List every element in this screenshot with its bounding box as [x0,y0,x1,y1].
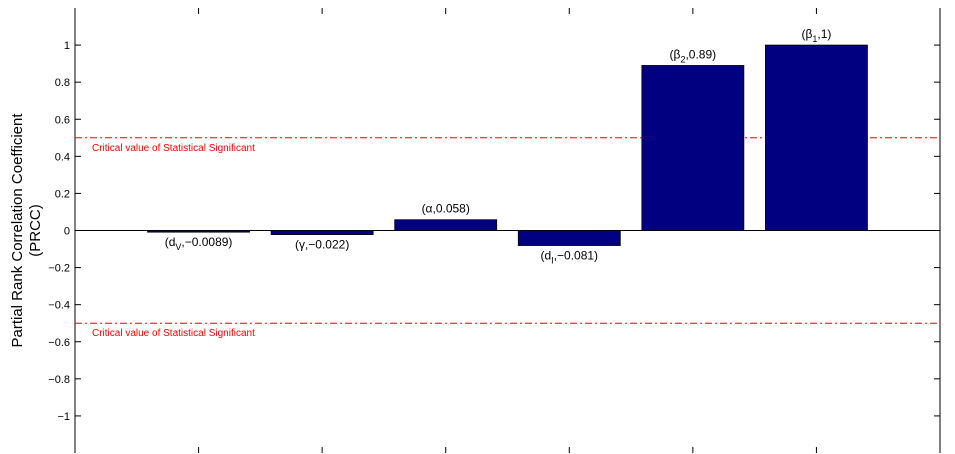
bar [641,65,745,231]
bar [517,230,621,246]
bar [765,44,868,231]
y-tick-label: −0.6 [48,337,70,349]
y-tick-label: 0.8 [55,77,70,89]
y-tick-label: −1 [57,411,70,423]
significance-line-label: Critical value of Statistical Significan… [92,143,255,154]
bar [394,219,498,231]
y-tick-label: 0.6 [55,114,70,126]
bar [270,230,374,235]
y-tick-label: 0 [64,226,70,238]
bar-data-label: (β1,1) [801,27,831,44]
y-axis-title: (PRCC) [27,204,44,257]
bar [147,230,250,233]
significance-line-label: Critical value of Statistical Significan… [92,328,255,339]
y-tick-label: −0.8 [48,374,70,386]
y-tick-label: 0.4 [55,151,70,163]
y-tick-label: −0.2 [48,263,70,275]
bar-data-label: (γ,−0.022) [295,238,349,252]
bar-data-label: (β2,0.89) [670,47,717,64]
y-tick-label: −0.4 [48,300,70,312]
y-axis-title: Partial Rank Correlation Coefficient [9,113,26,348]
y-tick-label: 1 [64,40,70,52]
bar-data-label: (α,0.058) [422,202,470,216]
bar-data-label: (dI,−0.081) [541,249,599,266]
bar-data-label: (dV,−0.0089) [165,235,233,252]
y-tick-label: 0.2 [55,188,70,200]
